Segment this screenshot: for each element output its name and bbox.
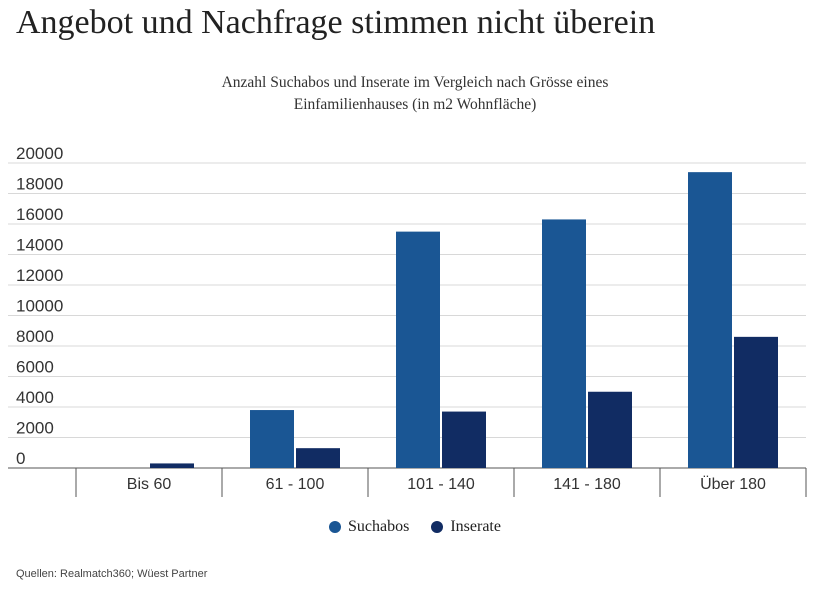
bar-suchabos bbox=[250, 410, 294, 468]
y-tick-label: 12000 bbox=[16, 266, 63, 285]
y-tick-label: 10000 bbox=[16, 297, 63, 316]
legend-label-suchabos: Suchabos bbox=[348, 518, 410, 535]
legend-swatch-suchabos bbox=[329, 521, 342, 533]
legend: Suchabos Inserate bbox=[0, 518, 830, 536]
y-tick-label: 18000 bbox=[16, 175, 63, 194]
chart-subtitle: Anzahl Suchabos und Inserate im Vergleic… bbox=[100, 72, 730, 116]
source-note: Quellen: Realmatch360; Wüest Partner bbox=[16, 568, 208, 580]
subtitle-line-1: Anzahl Suchabos und Inserate im Vergleic… bbox=[221, 74, 609, 91]
y-tick-label: 6000 bbox=[16, 358, 54, 377]
y-tick-label: 14000 bbox=[16, 236, 63, 255]
bar-inserate bbox=[442, 411, 486, 468]
bar-inserate bbox=[296, 448, 340, 468]
x-tick-label: 61 - 100 bbox=[266, 476, 325, 493]
legend-item-suchabos: Suchabos bbox=[329, 518, 409, 536]
x-tick-label: Über 180 bbox=[700, 475, 766, 493]
legend-item-inserate: Inserate bbox=[431, 518, 501, 536]
bar-inserate bbox=[588, 391, 632, 468]
y-tick-label: 2000 bbox=[16, 419, 54, 438]
x-tick-label: Bis 60 bbox=[127, 476, 172, 493]
bar-inserate bbox=[150, 463, 194, 468]
y-tick-label: 8000 bbox=[16, 327, 54, 346]
y-tick-label: 0 bbox=[16, 449, 25, 468]
x-tick-label: 141 - 180 bbox=[553, 476, 621, 493]
bar-suchabos bbox=[542, 219, 586, 468]
bar-inserate bbox=[734, 336, 778, 468]
bar-suchabos bbox=[396, 231, 440, 468]
subtitle-line-2: Einfamilienhauses (in m2 Wohnfläche) bbox=[293, 96, 537, 113]
legend-swatch-inserate bbox=[431, 521, 444, 533]
legend-label-inserate: Inserate bbox=[450, 518, 501, 535]
y-tick-label: 20000 bbox=[16, 144, 63, 163]
chart-title: Angebot und Nachfrage stimmen nicht über… bbox=[16, 4, 656, 41]
bar-suchabos bbox=[688, 172, 732, 468]
y-tick-label: 16000 bbox=[16, 205, 63, 224]
x-tick-label: 101 - 140 bbox=[407, 476, 475, 493]
y-tick-label: 4000 bbox=[16, 388, 54, 407]
